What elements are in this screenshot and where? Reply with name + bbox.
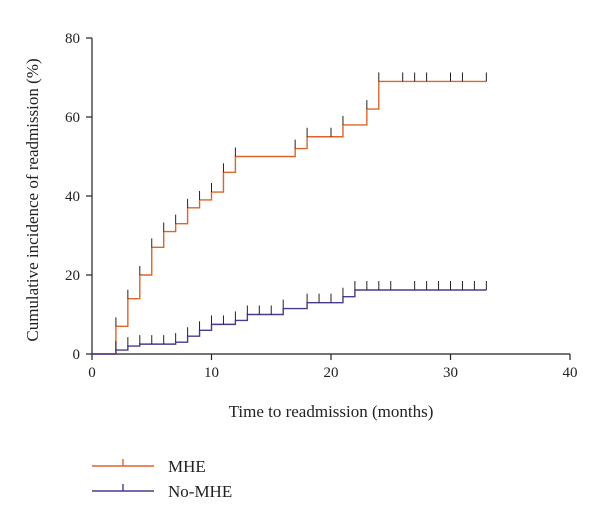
axes — [91, 38, 570, 355]
x-tick-label: 30 — [443, 365, 458, 381]
y-tick-label: 20 — [65, 268, 80, 284]
series-layer — [92, 72, 487, 355]
x-axis-label: Time to readmission (months) — [229, 402, 434, 421]
legend-line-mhe — [92, 459, 154, 467]
x-tick-label: 20 — [324, 365, 339, 381]
legend-label-mhe: MHE — [168, 457, 206, 476]
y-tick-label: 60 — [65, 110, 80, 126]
series-line-no-mhe — [92, 289, 487, 355]
y-tick-label: 80 — [65, 31, 80, 47]
y-tick-label: 0 — [73, 347, 81, 363]
y-tick-label: 40 — [65, 189, 80, 205]
legend-line-no-mhe — [92, 484, 154, 492]
x-tick-label: 40 — [563, 365, 578, 381]
y-axis-label: Cumulative incidence of readmission (%) — [23, 58, 42, 341]
x-tick-label: 10 — [204, 365, 219, 381]
legend-label-no-mhe: No-MHE — [168, 482, 232, 501]
series-line-mhe — [92, 80, 487, 355]
legend: MHE No-MHE — [92, 457, 232, 501]
legend-item-no-mhe: No-MHE — [92, 482, 232, 501]
x-tick-label: 0 — [88, 365, 96, 381]
legend-item-mhe: MHE — [92, 457, 206, 476]
ticks: 0 10 20 30 40 0 20 40 60 80 — [65, 31, 578, 381]
